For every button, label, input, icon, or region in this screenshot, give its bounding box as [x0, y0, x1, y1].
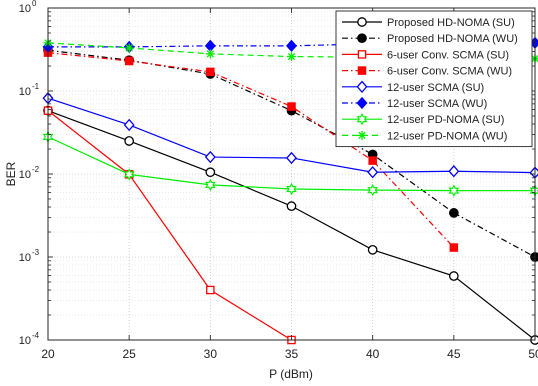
x-axis-label: P (dBm) [269, 367, 313, 381]
series-7 [42, 130, 538, 197]
legend-marker [357, 130, 367, 140]
data-point [206, 67, 215, 77]
legend-entry: 6-user Conv. SCMA (SU) [342, 49, 509, 61]
data-point [448, 208, 459, 218]
y-tick-label-base: 10 [19, 169, 31, 181]
data-point [367, 244, 378, 255]
legend-label: 12-user SCMA (WU) [387, 98, 487, 110]
data-point [123, 118, 135, 132]
y-tick-label-exponent: -2 [32, 165, 40, 174]
legend-marker [357, 66, 367, 75]
data-point [367, 183, 379, 197]
legend-entry: 12-user PD-NOMA (SU) [342, 112, 504, 126]
legend-marker [356, 112, 368, 126]
legend-entry: Proposed HD-NOMA (WU) [342, 33, 518, 45]
legend-label: 6-user Conv. SCMA (SU) [387, 49, 509, 61]
data-point [205, 49, 215, 59]
axis-ticks: 10-410-310-210-110020253035404550 [19, 0, 538, 361]
legend-label: 12-user SCMA (SU) [387, 82, 484, 94]
data-point [448, 165, 460, 178]
data-point [286, 201, 297, 211]
legend-label: 12-user PD-NOMA (SU) [387, 114, 504, 126]
x-tick-label: 20 [41, 347, 55, 361]
x-tick-label: 50 [528, 347, 538, 361]
legend-marker [357, 50, 367, 59]
series-line [47, 52, 455, 248]
y-tick-label-base: 10 [19, 86, 31, 98]
legend-entry: 12-user SCMA (SU) [342, 80, 484, 94]
data-point [206, 285, 215, 295]
y-tick-label-base: 10 [19, 252, 31, 264]
y-axis-label: BER [4, 161, 18, 186]
legend-label: Proposed HD-NOMA (SU) [387, 17, 515, 29]
legend-label: 12-user PD-NOMA (WU) [387, 130, 507, 142]
legend-label: Proposed HD-NOMA (WU) [387, 33, 518, 45]
legend-marker [356, 80, 368, 93]
data-point [205, 167, 216, 178]
data-point [124, 56, 134, 66]
x-tick-label: 35 [285, 347, 299, 361]
legend: Proposed HD-NOMA (SU) Proposed HD-NOMA (W… [335, 10, 533, 148]
y-tick-label-exponent: -1 [32, 82, 40, 91]
data-point [367, 166, 379, 179]
data-point [204, 178, 216, 192]
y-tick-label-exponent: -3 [32, 248, 40, 257]
y-tick-label-base: 10 [19, 3, 31, 15]
x-tick-label: 45 [447, 347, 461, 361]
legend-marker [357, 33, 367, 44]
data-point [448, 271, 459, 281]
data-point [204, 150, 216, 164]
data-point [448, 184, 460, 197]
data-point [286, 182, 297, 196]
data-point [123, 168, 135, 181]
x-tick-label: 25 [122, 347, 136, 361]
x-tick-label: 30 [204, 347, 218, 361]
series-line [47, 110, 292, 341]
legend-entry: 12-user PD-NOMA (WU) [342, 130, 507, 142]
data-point [124, 43, 134, 53]
legend-label: 6-user Conv. SCMA (WU) [387, 66, 512, 78]
data-point [124, 136, 135, 146]
data-point [286, 151, 297, 165]
y-tick-label-base: 10 [19, 335, 31, 347]
x-tick-label: 40 [366, 347, 380, 361]
legend-entry: 6-user Conv. SCMA (WU) [342, 66, 512, 78]
y-tick-label-exponent: 0 [32, 0, 37, 8]
data-point [368, 156, 377, 165]
legend-entry: 12-user SCMA (WU) [342, 96, 487, 110]
legend-entry: Proposed HD-NOMA (SU) [342, 17, 515, 29]
legend-marker [357, 17, 367, 27]
y-tick-label-exponent: -4 [32, 331, 40, 340]
data-point [286, 39, 297, 53]
data-point [449, 243, 459, 252]
legend-box [335, 10, 533, 148]
data-point [287, 102, 296, 111]
legend-marker [356, 96, 368, 110]
data-point [287, 52, 296, 62]
